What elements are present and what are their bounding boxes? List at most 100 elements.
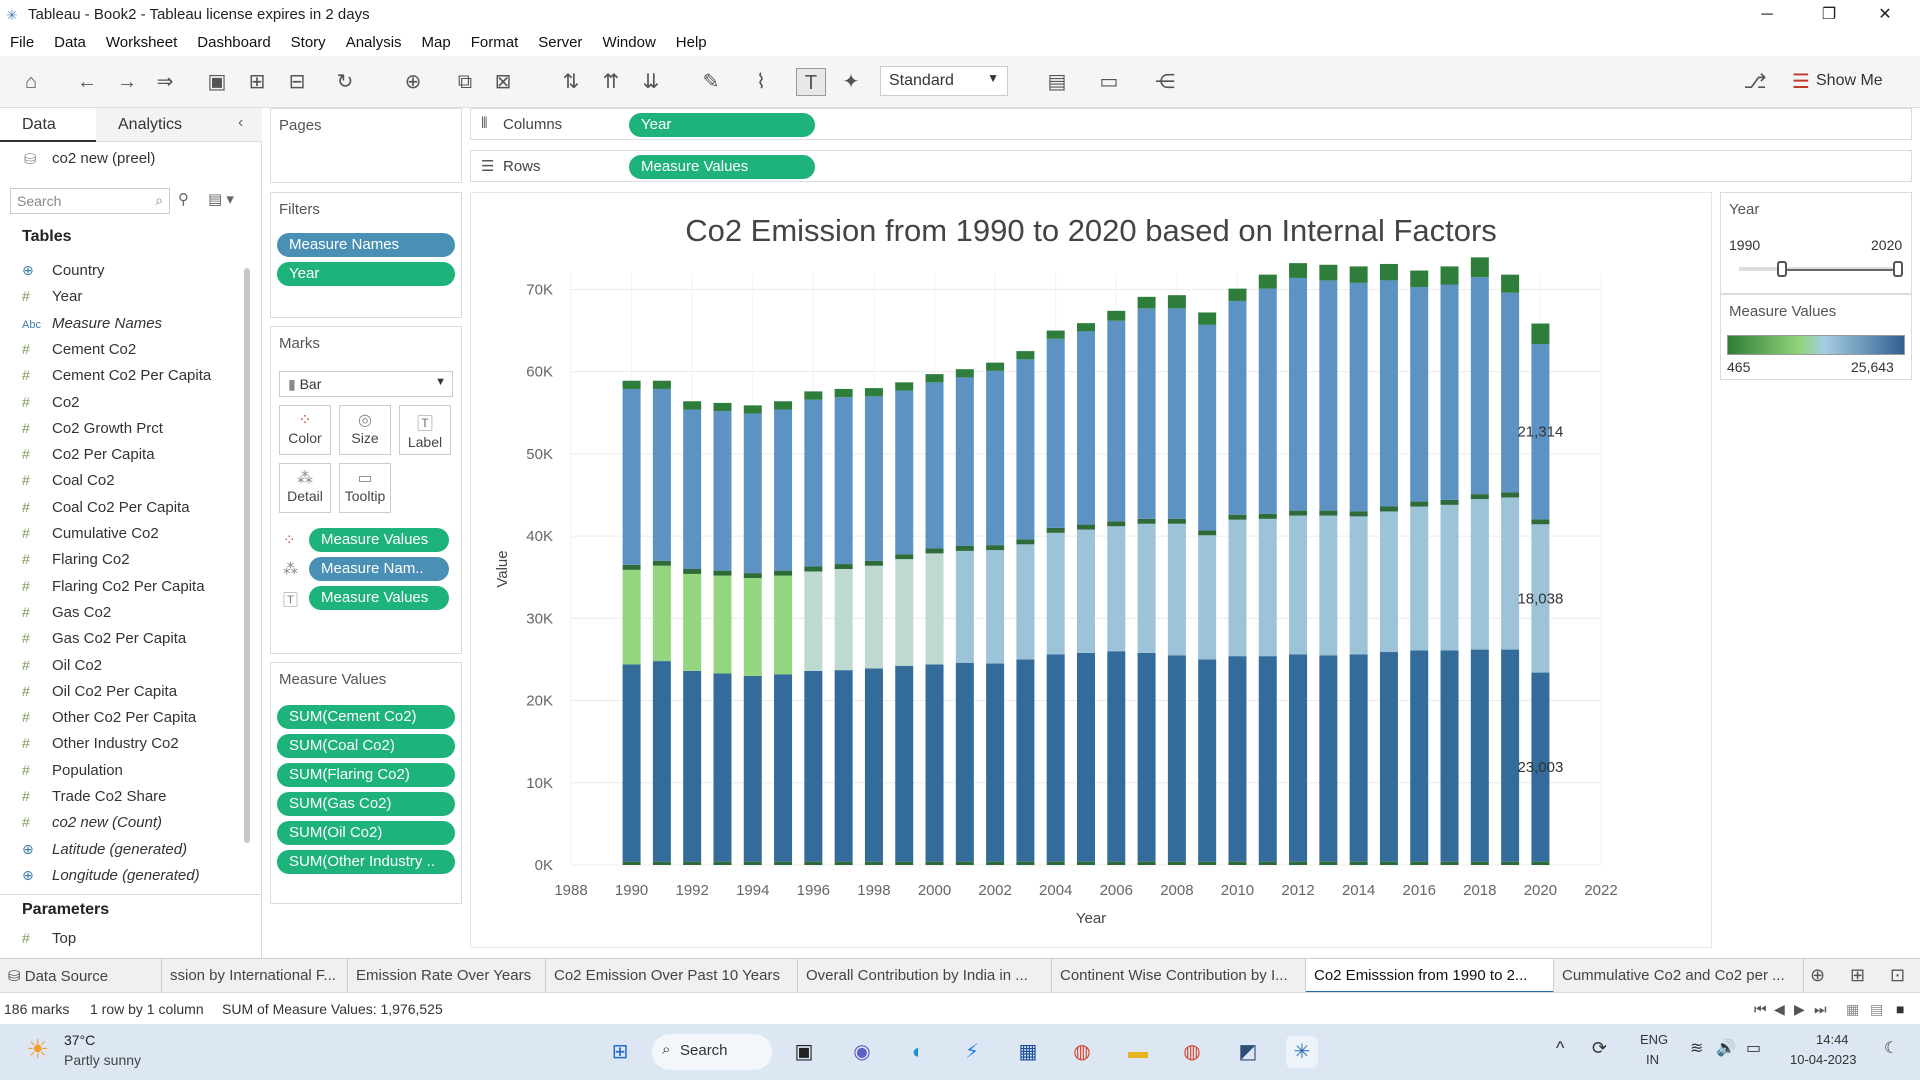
datasource-name[interactable]: co2 new (preel) — [52, 150, 156, 167]
chrome-profile-icon[interactable]: ◍ — [1183, 1041, 1201, 1063]
bar-segment[interactable] — [1258, 288, 1277, 514]
bar-segment[interactable] — [743, 578, 762, 676]
bar-segment[interactable] — [1167, 861, 1186, 865]
bar-segment[interactable] — [955, 861, 974, 865]
bar-segment[interactable] — [713, 575, 732, 674]
bar-segment[interactable] — [804, 391, 823, 400]
store-icon[interactable]: ▦ — [1018, 1041, 1038, 1063]
bar-segment[interactable] — [986, 861, 1005, 865]
mv-pill[interactable]: SUM(Oil Co2) — [277, 821, 455, 845]
bar-segment[interactable] — [1319, 280, 1338, 511]
bar-segment[interactable] — [1349, 266, 1368, 283]
bar-segment[interactable] — [1016, 351, 1035, 360]
field-item[interactable]: ⊕ Latitude (generated) — [22, 841, 187, 865]
bar-segment[interactable] — [683, 401, 702, 410]
bar-segment[interactable] — [1349, 861, 1368, 865]
save-icon[interactable]: ▣ — [207, 71, 227, 93]
bar-segment[interactable] — [925, 553, 944, 665]
home-icon[interactable]: ⌂ — [24, 71, 38, 93]
bar-segment[interactable] — [622, 380, 641, 389]
duplicate-sheet-icon[interactable]: ⧉ — [457, 71, 473, 93]
bar-segment[interactable] — [1410, 650, 1429, 862]
bar-segment[interactable] — [1319, 515, 1338, 656]
bar-segment[interactable] — [834, 670, 853, 862]
bar-segment[interactable] — [1228, 514, 1247, 520]
bar-segment[interactable] — [1258, 274, 1277, 289]
field-item[interactable]: # Year — [22, 288, 82, 312]
field-item[interactable]: Abc Measure Names — [22, 315, 162, 339]
bar-segment[interactable] — [834, 388, 853, 398]
menu-worksheet[interactable]: Worksheet — [105, 34, 178, 51]
bar-segment[interactable] — [895, 559, 914, 667]
field-item[interactable]: # Cumulative Co2 — [22, 525, 159, 549]
bar-segment[interactable] — [834, 564, 853, 569]
size-button[interactable]: ◎ Size — [339, 405, 391, 455]
bar-segment[interactable] — [864, 396, 883, 561]
new-worksheet-icon[interactable]: ⊕ — [1810, 965, 1826, 985]
bar-segment[interactable] — [1440, 284, 1459, 500]
bar-segment[interactable] — [1077, 524, 1095, 530]
power-automate-icon[interactable]: ⚡ — [964, 1041, 980, 1063]
bar-segment[interactable] — [1107, 651, 1126, 862]
bar-segment[interactable] — [804, 566, 823, 572]
bar-segment[interactable] — [1379, 861, 1398, 865]
bar-segment[interactable] — [955, 662, 974, 862]
field-item[interactable]: # Oil Co2 — [22, 657, 102, 681]
new-story-icon[interactable]: ⊡ — [1890, 965, 1906, 985]
minimize-button[interactable]: ─ — [1761, 6, 1773, 23]
bar-segment[interactable] — [1137, 523, 1156, 653]
bar-segment[interactable] — [1198, 861, 1217, 865]
bar-segment[interactable] — [743, 405, 762, 414]
bar-segment[interactable] — [1228, 519, 1247, 657]
bar-segment[interactable] — [743, 861, 762, 865]
volume-icon[interactable]: 🔊 — [1716, 1040, 1736, 1057]
bar-segment[interactable] — [683, 573, 702, 671]
show-labels-icon[interactable]: T — [796, 68, 826, 96]
bar-segment[interactable] — [925, 548, 944, 554]
marks-pill-color[interactable]: Measure Values — [309, 528, 449, 552]
menu-server[interactable]: Server — [538, 34, 583, 51]
bar-segment[interactable] — [1137, 861, 1156, 865]
bar-segment[interactable] — [1016, 659, 1035, 862]
field-item[interactable]: ⊕ Longitude (generated) — [22, 867, 200, 891]
bar-segment[interactable] — [1289, 510, 1308, 516]
edge-icon[interactable]: ◐ — [911, 1041, 925, 1063]
nav-last-icon[interactable]: ⏭ — [1814, 1001, 1827, 1017]
show-hidden-icons-icon[interactable]: ^ — [1556, 1038, 1565, 1058]
bar-segment[interactable] — [1046, 527, 1065, 533]
tab-view-icon[interactable]: ■ — [1896, 1001, 1905, 1017]
mark-type-select[interactable]: ▮ Bar ▼ — [279, 371, 453, 397]
format-painter-icon[interactable]: ⎇ — [1743, 71, 1767, 93]
new-datasource-icon[interactable]: ⊞ — [248, 71, 266, 93]
bar-segment[interactable] — [1167, 295, 1186, 309]
bar-segment[interactable] — [774, 575, 793, 675]
filters-shelf[interactable]: Filters Measure Names Year — [270, 192, 462, 318]
sort-asc-icon[interactable]: ⇈ — [602, 71, 620, 93]
bar-segment[interactable] — [1228, 288, 1247, 301]
bar-segment[interactable] — [1016, 359, 1035, 540]
rows-pill-measure-values[interactable]: Measure Values — [629, 155, 815, 179]
bar-segment[interactable] — [622, 569, 641, 665]
bar-segment[interactable] — [683, 861, 702, 865]
presentation-icon[interactable]: ▭ — [1099, 71, 1119, 93]
search-input[interactable]: Search ⌕ — [10, 188, 170, 214]
tab-sheet-active[interactable]: Co2 Emisssion from 1990 to 2... — [1306, 959, 1554, 993]
bar-segment[interactable] — [1349, 516, 1368, 655]
cards-icon[interactable]: ▤ — [1047, 71, 1067, 93]
view-list-icon[interactable]: ▤ ▾ — [208, 191, 234, 208]
bar-segment[interactable] — [743, 675, 762, 862]
bar-segment[interactable] — [1379, 652, 1398, 862]
bar-segment[interactable] — [1289, 515, 1308, 655]
bar-segment[interactable] — [895, 390, 914, 555]
clear-sheet-icon[interactable]: ⊠ — [494, 71, 512, 93]
bar-segment[interactable] — [683, 569, 702, 574]
menu-data[interactable]: Data — [54, 34, 86, 51]
tab-data[interactable]: Data — [0, 108, 96, 142]
bar-segment[interactable] — [1016, 539, 1035, 545]
bar-segment[interactable] — [622, 388, 641, 565]
rows-shelf[interactable]: ☰ Rows Measure Values — [470, 150, 1912, 182]
field-scrollbar[interactable] — [244, 268, 250, 843]
filter-pill-year[interactable]: Year — [277, 262, 455, 286]
field-item[interactable]: # Co2 Growth Prct — [22, 420, 163, 444]
bar-segment[interactable] — [1379, 506, 1398, 512]
